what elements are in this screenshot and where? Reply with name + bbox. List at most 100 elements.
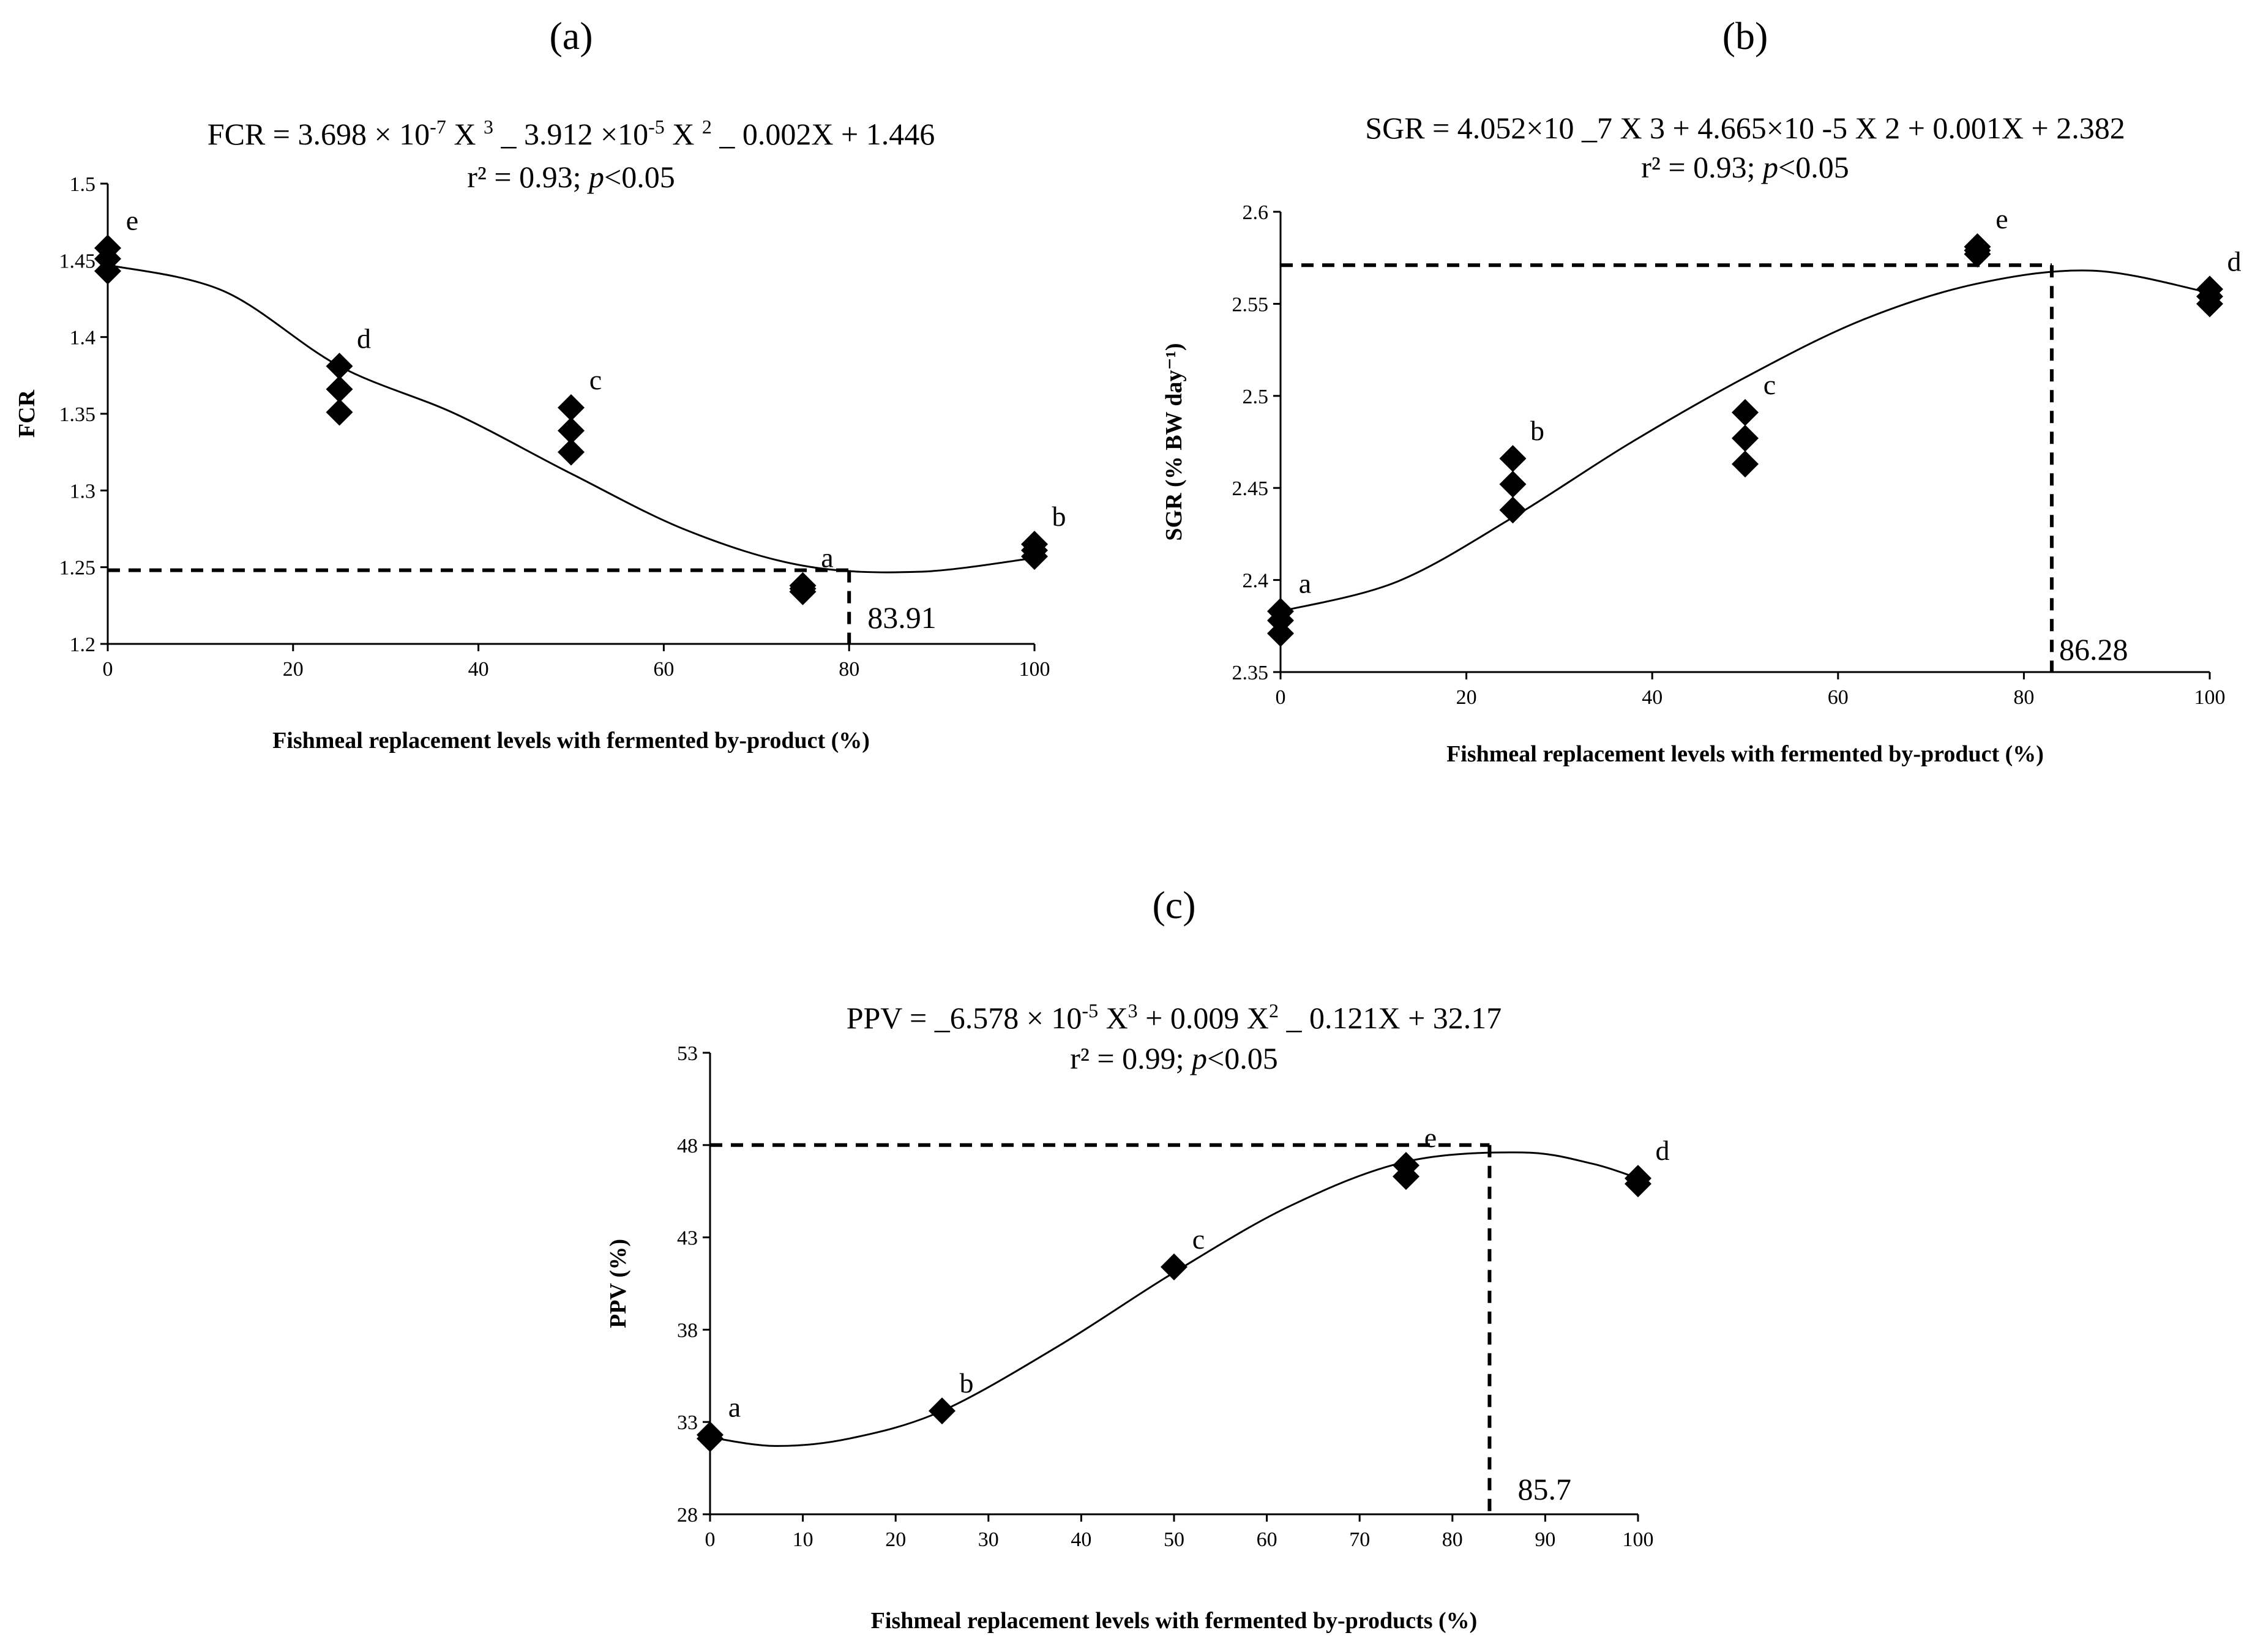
y-tick-label: 1.4 bbox=[70, 327, 96, 349]
equation-part: X bbox=[1098, 1001, 1128, 1035]
data-point bbox=[326, 375, 353, 403]
data-point bbox=[1732, 450, 1759, 478]
chart-panel: (c) PPV = _6.578 × 10-5 X3 + 0.009 X2 _ 0… bbox=[605, 883, 1670, 1634]
x-tick-label: 20 bbox=[885, 1528, 906, 1551]
x-tick-label: 80 bbox=[839, 658, 859, 681]
equation-part: _ 0.002X + 1.446 bbox=[712, 117, 935, 151]
group-letter: a bbox=[821, 542, 833, 574]
fitted-curve bbox=[709, 1151, 1639, 1447]
p-threshold: <0.05 bbox=[1778, 150, 1849, 184]
optimum-label: 86.28 bbox=[2059, 632, 2128, 667]
y-tick-label: 2.5 bbox=[1243, 386, 1269, 408]
data-point bbox=[94, 257, 121, 285]
panel-label: (b) bbox=[1722, 14, 1768, 58]
x-axis-title: Fishmeal replacement levels with ferment… bbox=[1446, 741, 2044, 767]
group-letter: c bbox=[1763, 369, 1776, 400]
equation-superscript: 3 bbox=[484, 116, 493, 138]
data-point bbox=[326, 353, 353, 380]
data-point bbox=[1161, 1253, 1187, 1280]
equation-part: PPV = _6.578 × 10 bbox=[847, 1001, 1082, 1035]
x-tick-label: 100 bbox=[2194, 686, 2226, 709]
p-symbol: p bbox=[587, 160, 604, 194]
equation-title: SGR = 4.052×10 _7 X 3 + 4.665×10 -5 X 2 … bbox=[1365, 111, 2125, 145]
y-tick-label: 1.45 bbox=[59, 250, 96, 272]
y-tick-label: 2.55 bbox=[1232, 293, 1269, 316]
data-point bbox=[558, 394, 585, 421]
equation-superscript: 2 bbox=[1269, 1000, 1279, 1022]
group-letter: d bbox=[357, 323, 371, 354]
p-symbol: p bbox=[1190, 1041, 1207, 1075]
fitted-curve bbox=[107, 264, 1035, 574]
x-tick-label: 40 bbox=[468, 658, 489, 681]
data-point bbox=[697, 1425, 724, 1452]
group-letter: a bbox=[1299, 568, 1311, 599]
x-tick-label: 30 bbox=[978, 1528, 999, 1551]
group-letter: d bbox=[2227, 245, 2242, 277]
y-tick-label: 2.45 bbox=[1232, 477, 1269, 500]
group-letter: e bbox=[1424, 1122, 1437, 1153]
stats-line: r² = 0.99; p<0.05 bbox=[1070, 1041, 1277, 1075]
stats-line: r² = 0.93; p<0.05 bbox=[467, 160, 675, 194]
data-point bbox=[789, 578, 817, 605]
x-tick-label: 80 bbox=[1442, 1528, 1463, 1551]
y-tick-label: 1.5 bbox=[70, 173, 96, 196]
y-tick-label: 2.4 bbox=[1243, 570, 1269, 592]
data-point bbox=[2196, 290, 2223, 318]
equation-title: PPV = _6.578 × 10-5 X3 + 0.009 X2 _ 0.12… bbox=[847, 1000, 1502, 1035]
data-point bbox=[929, 1397, 956, 1425]
stats-line: r² = 0.93; p<0.05 bbox=[1641, 150, 1849, 184]
group-letter: c bbox=[589, 364, 602, 395]
y-axis-title: SGR (% BW day⁻¹) bbox=[1161, 343, 1187, 540]
group-letter: c bbox=[1192, 1224, 1205, 1255]
panel-label: (a) bbox=[549, 14, 593, 58]
equation-part: + 0.009 X bbox=[1138, 1001, 1269, 1035]
data-point bbox=[1021, 543, 1048, 570]
x-tick-label: 90 bbox=[1535, 1528, 1555, 1551]
group-letter: a bbox=[728, 1391, 741, 1422]
group-letter: e bbox=[126, 204, 138, 236]
p-threshold: <0.05 bbox=[604, 160, 675, 194]
y-tick-label: 1.3 bbox=[70, 480, 96, 503]
equation-title: FCR = 3.698 × 10-7 X 3 _ 3.912 ×10-5 X 2… bbox=[208, 116, 935, 151]
equation-superscript: -5 bbox=[1082, 1000, 1098, 1022]
fitted-curve bbox=[1280, 269, 2210, 613]
chart-panel: (a) FCR = 3.698 × 10-7 X 3 _ 3.912 ×10-5 … bbox=[14, 14, 1066, 753]
x-tick-label: 50 bbox=[1164, 1528, 1184, 1551]
x-tick-label: 60 bbox=[653, 658, 674, 681]
equation-part: _ 0.121X + 32.17 bbox=[1279, 1001, 1502, 1035]
equation-superscript: 3 bbox=[1128, 1000, 1138, 1022]
group-letter: b bbox=[960, 1367, 974, 1399]
data-point bbox=[558, 438, 585, 466]
optimum-label: 85.7 bbox=[1517, 1472, 1571, 1506]
y-tick-label: 1.2 bbox=[70, 634, 96, 656]
p-symbol: p bbox=[1761, 150, 1778, 184]
y-axis-title: FCR bbox=[14, 389, 40, 438]
x-tick-label: 0 bbox=[103, 658, 113, 681]
r-squared: r² = 0.99; bbox=[1070, 1041, 1192, 1075]
group-letter: e bbox=[1995, 203, 2008, 234]
x-axis-title: Fishmeal replacement levels with ferment… bbox=[272, 728, 870, 753]
x-axis-title: Fishmeal replacement levels with ferment… bbox=[871, 1608, 1478, 1634]
x-tick-label: 70 bbox=[1349, 1528, 1370, 1551]
equation-part: X bbox=[446, 117, 484, 151]
x-tick-label: 0 bbox=[705, 1528, 716, 1551]
r-squared: r² = 0.93; bbox=[467, 160, 589, 194]
y-tick-label: 38 bbox=[677, 1319, 698, 1342]
y-tick-label: 1.25 bbox=[59, 557, 96, 580]
equation-superscript: -7 bbox=[430, 116, 446, 138]
data-point bbox=[1499, 496, 1527, 524]
data-point bbox=[1732, 424, 1759, 452]
x-tick-label: 40 bbox=[1642, 686, 1662, 709]
y-tick-label: 28 bbox=[677, 1504, 698, 1527]
x-tick-label: 100 bbox=[1019, 658, 1050, 681]
data-point bbox=[1499, 471, 1527, 498]
equation-part: FCR = 3.698 × 10 bbox=[208, 117, 430, 151]
x-tick-label: 20 bbox=[1456, 686, 1477, 709]
p-threshold: <0.05 bbox=[1207, 1041, 1278, 1075]
x-tick-label: 0 bbox=[1276, 686, 1286, 709]
x-tick-label: 60 bbox=[1828, 686, 1849, 709]
y-tick-label: 1.35 bbox=[59, 403, 96, 426]
y-axis-title: PPV (%) bbox=[605, 1239, 631, 1328]
chart-panel: (b) SGR = 4.052×10 _7 X 3 + 4.665×10 -5 X… bbox=[1161, 14, 2242, 767]
